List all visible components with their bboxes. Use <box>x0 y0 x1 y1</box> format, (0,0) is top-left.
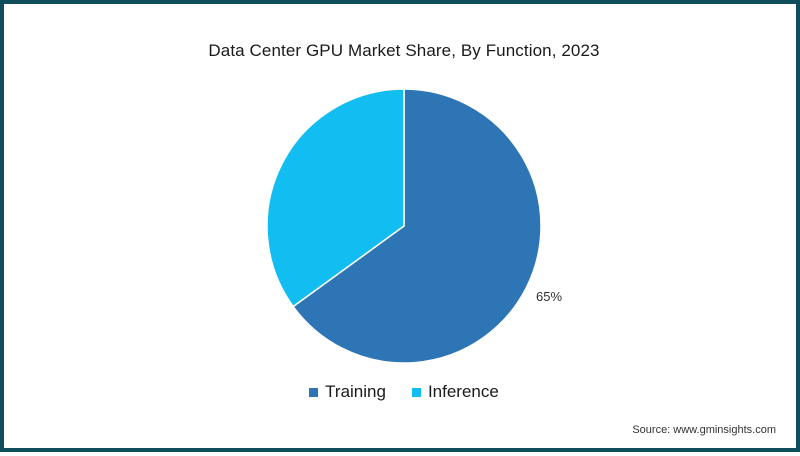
legend-swatch-training <box>309 387 319 397</box>
legend-item-inference: Inference <box>411 382 499 402</box>
legend-item-training: Training <box>309 382 386 402</box>
pie-chart <box>266 88 542 364</box>
legend: Training Inference <box>4 382 800 402</box>
source-text: Source: www.gminsights.com <box>632 424 776 436</box>
chart-title: Data Center GPU Market Share, By Functio… <box>208 41 600 60</box>
pie-slice-inference <box>266 88 405 308</box>
legend-swatch-inference <box>411 387 421 397</box>
pie-slice-training <box>292 88 542 364</box>
legend-label-training: Training <box>325 382 386 401</box>
legend-label-inference: Inference <box>427 382 499 401</box>
slice-label-training: 65% <box>536 289 563 304</box>
